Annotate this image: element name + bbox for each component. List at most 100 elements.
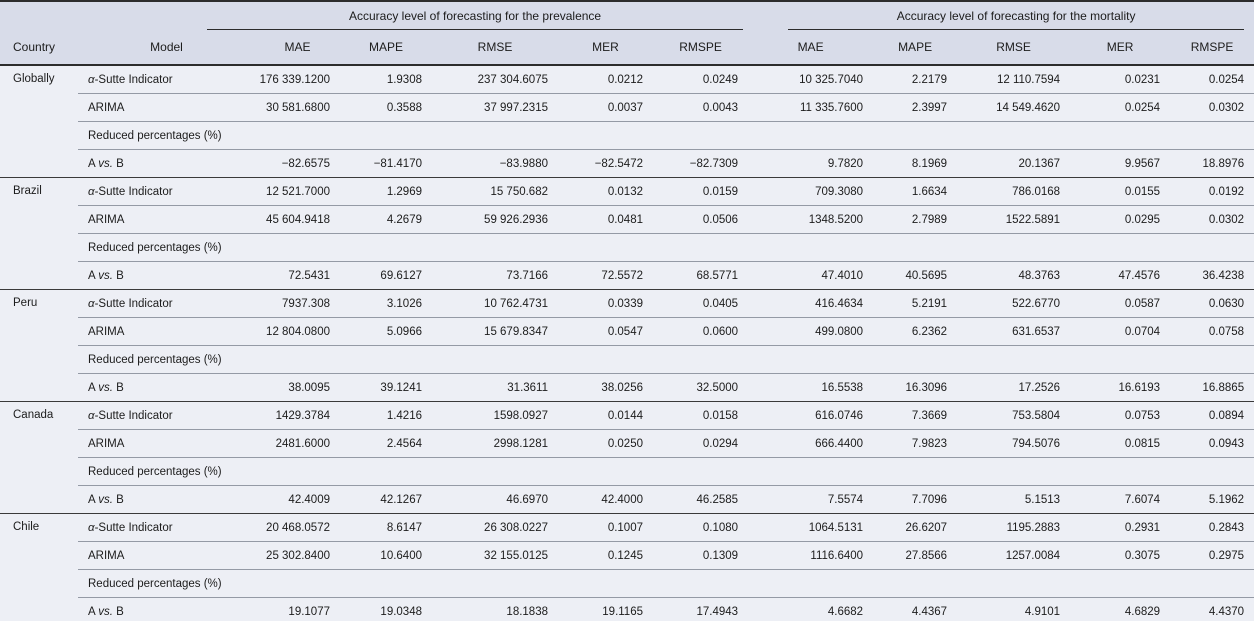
metric-value: 15 750.682	[432, 177, 558, 206]
metric-value: 1064.5131	[748, 513, 874, 542]
avsb-vs: vs.	[98, 493, 113, 506]
metric-value: 12 521.7000	[255, 177, 340, 206]
metric-value: 786.0168	[957, 177, 1071, 206]
metric-value: 0.0943	[1170, 429, 1254, 458]
metric-value: 37 997.2315	[432, 93, 558, 122]
metric-value: 0.1309	[653, 541, 749, 570]
metric-value: 18.1838	[432, 597, 558, 621]
metric-value: 16.5538	[748, 373, 874, 402]
table-row: Reduced percentages (%)	[0, 569, 1254, 598]
reduced-percentages-label: Reduced percentages (%)	[78, 121, 1254, 150]
metric-value: 20.1367	[957, 149, 1071, 178]
model-label: ARIMA	[78, 317, 255, 346]
metric-value: 1598.0927	[432, 401, 558, 430]
metric-value: 2998.1281	[432, 429, 558, 458]
metric-value: 42.1267	[340, 485, 432, 514]
metric-value: 0.0405	[653, 289, 749, 318]
metric-value: 7937.308	[255, 289, 340, 318]
metric-value: 0.0587	[1070, 289, 1171, 318]
avsb-vs: vs.	[98, 157, 113, 170]
model-label: A vs. B	[78, 597, 255, 621]
metric-value: 40.5695	[873, 261, 958, 290]
column-header-prev-mer: MER	[558, 30, 653, 66]
model-label-text: -Sutte Indicator	[94, 73, 173, 86]
metric-value: 0.2975	[1170, 541, 1254, 570]
metric-value: 26.6207	[873, 513, 958, 542]
model-label: ARIMA	[78, 541, 255, 570]
metric-value: 68.5771	[653, 261, 749, 290]
metric-value: 0.0481	[558, 205, 653, 234]
metric-value: 18.8976	[1170, 149, 1254, 178]
metric-value: 69.6127	[340, 261, 432, 290]
metric-value: 499.0800	[748, 317, 874, 346]
prevalence-section-title: Accuracy level of forecasting for the pr…	[207, 3, 744, 30]
country-label: Chile	[0, 513, 78, 621]
metric-value: 0.1245	[558, 541, 653, 570]
metric-value: 32 155.0125	[432, 541, 558, 570]
metric-value: 631.6537	[957, 317, 1071, 346]
column-header-row: Country Model MAE MAPE RMSE MER RMSPE MA…	[0, 30, 1254, 66]
metric-value: 0.0250	[558, 429, 653, 458]
metric-value: 8.1969	[873, 149, 958, 178]
metric-value: 2.7989	[873, 205, 958, 234]
column-header-model: Model	[78, 30, 255, 66]
metric-value: 4.2679	[340, 205, 432, 234]
metric-value: 0.0155	[1070, 177, 1171, 206]
metric-value: 72.5572	[558, 261, 653, 290]
avsb-b: B	[112, 493, 124, 506]
metric-value: −81.4170	[340, 149, 432, 178]
metric-value: 7.7096	[873, 485, 958, 514]
metric-value: 46.6970	[432, 485, 558, 514]
column-header-mort-rmspe: RMSPE	[1170, 30, 1254, 66]
metric-value: 8.6147	[340, 513, 432, 542]
metric-value: 0.0506	[653, 205, 749, 234]
metric-value: 19.1165	[558, 597, 653, 621]
metric-value: 16.3096	[873, 373, 958, 402]
metric-value: 1.9308	[340, 64, 432, 94]
alpha-glyph: α	[88, 297, 95, 310]
metric-value: 0.0159	[653, 177, 749, 206]
metric-value: 0.3588	[340, 93, 432, 122]
model-label: α-Sutte Indicator	[78, 289, 255, 318]
avsb-b: B	[112, 157, 124, 170]
avsb-a: A	[88, 381, 99, 394]
metric-value: 42.4000	[558, 485, 653, 514]
metric-value: 0.0231	[1070, 64, 1171, 94]
metric-value: 0.0547	[558, 317, 653, 346]
alpha-glyph: α	[88, 73, 95, 86]
table-row: ARIMA 45 604.9418 4.2679 59 926.2936 0.0…	[0, 205, 1254, 234]
metric-value: 38.0095	[255, 373, 340, 402]
metric-value: 1.4216	[340, 401, 432, 430]
metric-value: 794.5076	[957, 429, 1071, 458]
metric-value: 0.0630	[1170, 289, 1254, 318]
column-header-prev-rmspe: RMSPE	[653, 30, 749, 66]
metric-value: 26 308.0227	[432, 513, 558, 542]
metric-value: 1348.5200	[748, 205, 874, 234]
metric-value: 666.4400	[748, 429, 874, 458]
metric-value: 39.1241	[340, 373, 432, 402]
metric-value: 45 604.9418	[255, 205, 340, 234]
metric-value: 2.2179	[873, 64, 958, 94]
metric-value: 0.0212	[558, 64, 653, 94]
prevalence-section-header: Accuracy level of forecasting for the pr…	[78, 1, 748, 30]
metric-value: 0.1080	[653, 513, 749, 542]
avsb-b: B	[112, 381, 124, 394]
avsb-a: A	[88, 157, 99, 170]
model-label: α-Sutte Indicator	[78, 513, 255, 542]
metric-value: 14 549.4620	[957, 93, 1071, 122]
section-header-row: Accuracy level of forecasting for the pr…	[0, 1, 1254, 30]
country-label: Peru	[0, 289, 78, 402]
model-label: ARIMA	[78, 429, 255, 458]
metric-value: 237 304.6075	[432, 64, 558, 94]
metric-value: 0.0894	[1170, 401, 1254, 430]
metric-value: 5.0966	[340, 317, 432, 346]
reduced-percentages-label: Reduced percentages (%)	[78, 569, 1254, 598]
avsb-a: A	[88, 493, 99, 506]
metric-value: 16.6193	[1070, 373, 1171, 402]
metric-value: 1116.6400	[748, 541, 874, 570]
metric-value: 72.5431	[255, 261, 340, 290]
avsb-vs: vs.	[98, 269, 113, 282]
metric-value: 0.1007	[558, 513, 653, 542]
metric-value: 10.6400	[340, 541, 432, 570]
metric-value: 5.1962	[1170, 485, 1254, 514]
